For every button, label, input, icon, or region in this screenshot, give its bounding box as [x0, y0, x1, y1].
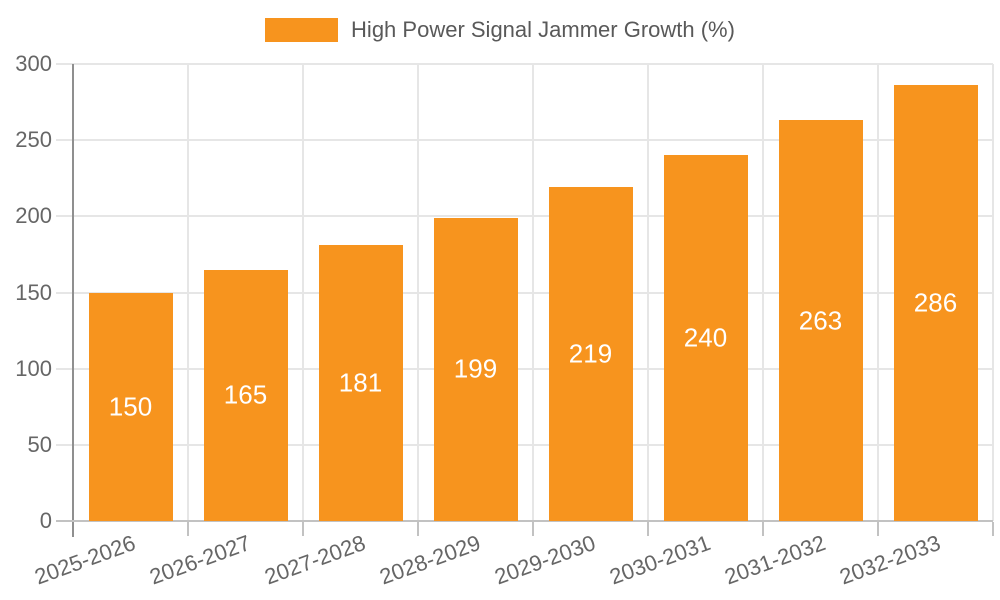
bar-value-label: 181: [338, 367, 383, 398]
x-tick-label: 2026-2027: [146, 530, 255, 590]
h-gridline: [56, 443, 993, 446]
v-gridline: [762, 64, 764, 521]
bar: [893, 85, 978, 521]
x-tick-label: 2028-2029: [376, 530, 485, 590]
x-tick-label: 2029-2030: [491, 530, 600, 590]
v-gridline: [992, 64, 994, 521]
h-gridline: [56, 215, 993, 218]
v-gridline: [187, 64, 189, 521]
x-tick-label: 2031-2032: [721, 530, 830, 590]
bar: [663, 155, 748, 521]
v-gridline: [532, 64, 534, 521]
v-gridline: [877, 64, 879, 521]
x-tick: [302, 522, 304, 536]
y-tick-label: 150: [15, 279, 52, 305]
x-tick-label: 2027-2028: [261, 530, 370, 590]
bar: [88, 292, 173, 521]
bar-value-label: 240: [683, 322, 728, 353]
y-tick-label: 0: [39, 508, 52, 533]
h-gridline: [56, 291, 993, 294]
bar: [433, 217, 518, 521]
bar-value-label: 219: [568, 338, 613, 369]
h-gridline: [56, 139, 993, 142]
x-tick: [532, 522, 534, 536]
x-tick: [647, 522, 649, 536]
h-gridline: [56, 63, 993, 65]
x-tick-label: 2025-2026: [31, 530, 140, 590]
y-tick-label: 50: [27, 431, 52, 457]
x-tick: [992, 522, 994, 536]
y-tick-label: 250: [15, 127, 52, 153]
bar: [778, 120, 863, 521]
bar-value-label: 199: [453, 353, 498, 384]
v-gridline: [302, 64, 304, 521]
x-tick-label: 2032-2033: [836, 530, 945, 590]
y-axis-line: [72, 64, 74, 537]
bar-value-label: 165: [223, 379, 268, 410]
x-tick: [877, 522, 879, 536]
v-gridline: [417, 64, 419, 521]
x-tick: [762, 522, 764, 536]
legend-swatch[interactable]: [265, 18, 339, 42]
bar: [203, 269, 288, 521]
bar: [548, 187, 633, 521]
bar-value-label: 263: [798, 305, 843, 336]
legend-label[interactable]: High Power Signal Jammer Growth (%): [351, 17, 735, 42]
bar-value-label: 150: [108, 391, 153, 422]
x-tick: [417, 522, 419, 536]
y-tick-label: 300: [15, 51, 52, 76]
bar: [318, 245, 403, 521]
y-tick-label: 200: [15, 203, 52, 229]
x-tick: [187, 522, 189, 536]
x-tick-label: 2030-2031: [606, 530, 715, 590]
bar-value-label: 286: [913, 287, 958, 318]
h-gridline: [56, 367, 993, 370]
v-gridline: [647, 64, 649, 521]
y-tick-label: 100: [15, 355, 52, 381]
legend[interactable]: High Power Signal Jammer Growth (%): [0, 17, 1000, 43]
x-axis-line: [56, 520, 993, 522]
